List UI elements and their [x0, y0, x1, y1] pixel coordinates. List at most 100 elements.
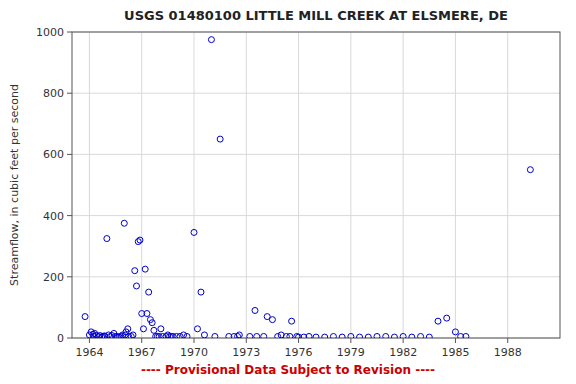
tick-mark [67, 32, 72, 33]
grid-line [298, 32, 299, 338]
point [104, 236, 110, 242]
point [137, 237, 143, 243]
point [236, 332, 242, 338]
tick-mark [507, 338, 508, 343]
tick-label: 600 [43, 148, 64, 161]
plot-frame [72, 32, 560, 338]
point [247, 333, 253, 338]
tick-label: 1976 [285, 346, 313, 359]
point [322, 334, 328, 338]
plot-area [72, 32, 560, 338]
point [452, 329, 458, 335]
point [212, 333, 218, 338]
tick-label: 1000 [36, 26, 64, 39]
tick-label: 200 [43, 271, 64, 284]
point [184, 333, 190, 338]
grid [72, 32, 560, 338]
point [146, 289, 152, 295]
grid-line [350, 32, 351, 338]
tick-mark [194, 338, 195, 343]
point [357, 334, 363, 338]
point [365, 334, 371, 338]
point [198, 289, 204, 295]
grid-line [89, 32, 90, 338]
tick-mark [298, 338, 299, 343]
point [132, 268, 138, 274]
tick-mark [89, 338, 90, 343]
point [208, 37, 214, 43]
point [217, 136, 223, 142]
point [149, 320, 155, 326]
point [313, 334, 319, 338]
tick-mark [67, 276, 72, 277]
point [409, 334, 415, 338]
grid-line [403, 32, 404, 338]
grid-line [72, 276, 560, 277]
tick-mark [350, 338, 351, 343]
point [269, 317, 275, 323]
grid-line [246, 32, 247, 338]
tick-mark [67, 93, 72, 94]
point [306, 333, 312, 338]
point [463, 333, 469, 338]
tick-label: 1988 [494, 346, 522, 359]
point [252, 307, 258, 313]
point [181, 332, 187, 338]
tick-mark [141, 338, 142, 343]
point [426, 334, 432, 338]
point [289, 318, 295, 324]
tick-label: 800 [43, 87, 64, 100]
point [130, 332, 136, 338]
point [194, 326, 200, 332]
point [142, 266, 148, 272]
point [287, 333, 293, 338]
tick-label: 1964 [75, 346, 103, 359]
point [133, 283, 139, 289]
point [125, 326, 131, 332]
point [444, 315, 450, 321]
point [435, 318, 441, 324]
point [261, 333, 267, 338]
points [82, 37, 533, 338]
grid-line [194, 32, 195, 338]
point [348, 333, 354, 338]
tick-mark [67, 338, 72, 339]
chart: 0200400600800100019641967197019731976197… [0, 0, 576, 384]
point [339, 334, 345, 338]
point [140, 326, 146, 332]
tick-mark [246, 338, 247, 343]
point [254, 333, 260, 338]
grid-line [72, 93, 560, 94]
point [191, 229, 197, 235]
point [144, 311, 150, 317]
tick-mark [67, 154, 72, 155]
grid-line [72, 154, 560, 155]
point [151, 327, 157, 333]
grid-line [507, 32, 508, 338]
tick-label: 1973 [232, 346, 260, 359]
point [158, 326, 164, 332]
point [418, 333, 424, 338]
grid-line [455, 32, 456, 338]
tick-mark [67, 215, 72, 216]
point [374, 333, 380, 338]
tick-label: 0 [57, 332, 64, 345]
tick-mark [403, 338, 404, 343]
y-axis-label: Streamflow, in cubic feet per second [8, 84, 21, 286]
point [383, 333, 389, 338]
tick-label: 1985 [441, 346, 469, 359]
axes: 0200400600800100019641967197019731976197… [36, 26, 560, 359]
title: USGS 01480100 LITTLE MILL CREEK AT ELSME… [124, 8, 508, 23]
point [135, 239, 141, 245]
point [391, 334, 397, 338]
tick-label: 400 [43, 210, 64, 223]
point [121, 220, 127, 226]
tick-mark [455, 338, 456, 343]
tick-label: 1970 [180, 346, 208, 359]
tick-label: 1982 [389, 346, 417, 359]
grid-line [72, 215, 560, 216]
point [82, 314, 88, 320]
footer-note: ---- Provisional Data Subject to Revisio… [141, 363, 435, 377]
grid-line [141, 32, 142, 338]
tick-label: 1979 [337, 346, 365, 359]
